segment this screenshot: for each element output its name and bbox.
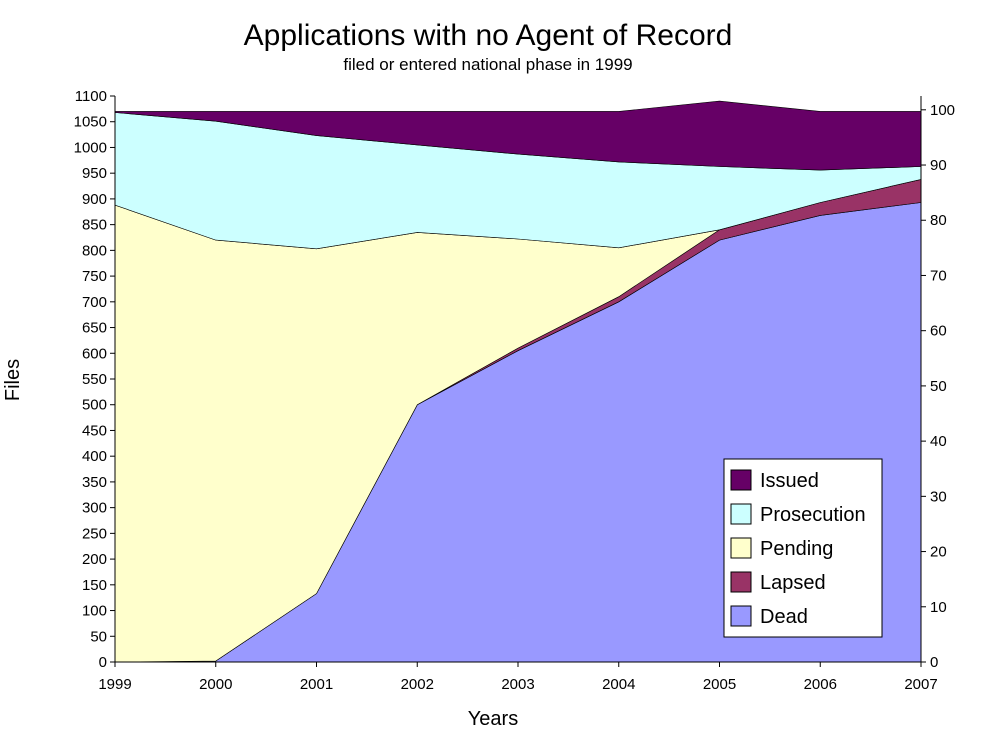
legend-swatch-pending — [730, 537, 752, 559]
y-tick-label: 750 — [82, 268, 107, 285]
y-tick-label: 200 — [82, 551, 107, 568]
x-tick-label: 2006 — [804, 676, 837, 693]
legend-swatch-lapsed — [730, 571, 752, 593]
y2-axis-ticks: 0 10 20 30 40 50 60 70 80 90 100 — [921, 102, 955, 671]
y-tick-label: 600 — [82, 345, 107, 362]
y-tick-label: 850 — [82, 217, 107, 234]
legend-label-lapsed: Lapsed — [760, 572, 826, 594]
y2-tick-label: 90 — [930, 157, 947, 174]
y2-tick-label: 100 — [930, 102, 955, 119]
x-axis-ticks: 1999 2000 2001 2002 2003 2004 2005 2006 2007 — [98, 662, 938, 693]
legend: Issued Prosecution Pending Lapsed Dead — [723, 458, 883, 638]
x-tick-label: 2003 — [501, 676, 534, 693]
y-tick-label: 1000 — [74, 139, 107, 156]
y2-tick-label: 50 — [930, 378, 947, 395]
legend-label-pending: Pending — [760, 538, 833, 560]
y-tick-label: 950 — [82, 165, 107, 182]
legend-label-dead: Dead — [760, 606, 808, 628]
y-tick-label: 650 — [82, 320, 107, 337]
y-tick-label: 250 — [82, 525, 107, 542]
y2-tick-label: 10 — [930, 599, 947, 616]
y2-tick-label: 20 — [930, 544, 947, 561]
y-tick-label: 1100 — [75, 88, 107, 105]
y2-tick-label: 60 — [930, 323, 947, 340]
y2-tick-label: 40 — [930, 433, 947, 450]
y-tick-label: 500 — [82, 397, 107, 414]
y-tick-label: 50 — [90, 628, 107, 645]
y-tick-label: 350 — [82, 474, 107, 491]
legend-swatch-prosecution — [730, 503, 752, 525]
y2-tick-label: 30 — [930, 488, 947, 505]
y2-tick-label: 80 — [930, 212, 947, 229]
y-tick-label: 550 — [82, 371, 107, 388]
x-tick-label: 1999 — [98, 676, 131, 693]
y2-tick-label: 70 — [930, 267, 947, 284]
y-tick-label: 100 — [82, 603, 107, 620]
y-tick-label: 900 — [82, 191, 107, 208]
x-tick-label: 2005 — [703, 676, 736, 693]
x-tick-label: 2004 — [602, 676, 635, 693]
y-tick-label: 1050 — [74, 114, 107, 131]
y-tick-label: 400 — [82, 448, 107, 465]
chart-subtitle: filed or entered national phase in 1999 — [343, 55, 632, 74]
y-tick-label: 150 — [82, 577, 107, 594]
y-tick-label: 300 — [82, 500, 107, 517]
y-tick-label: 450 — [82, 422, 107, 439]
chart-title: Applications with no Agent of Record — [244, 19, 733, 52]
x-axis-title: Years — [468, 708, 518, 730]
legend-swatch-dead — [730, 605, 752, 627]
y2-tick-label: 0 — [930, 654, 938, 671]
legend-swatch-issued — [730, 469, 752, 491]
x-tick-label: 2002 — [401, 676, 434, 693]
y-tick-label: 0 — [99, 654, 107, 671]
legend-label-issued: Issued — [760, 470, 819, 492]
y-tick-label: 800 — [82, 242, 107, 259]
area-layers — [114, 100, 922, 663]
y-axis-title: Files — [2, 359, 24, 401]
x-tick-label: 2001 — [300, 676, 333, 693]
y-tick-label: 700 — [82, 294, 107, 311]
y-axis-ticks: 0 50 100 150 200 250 300 350 400 450 500 550 600 650 7… — [74, 88, 115, 671]
legend-label-prosecution: Prosecution — [760, 504, 866, 526]
x-tick-label: 2007 — [904, 676, 937, 693]
x-tick-label: 2000 — [199, 676, 232, 693]
